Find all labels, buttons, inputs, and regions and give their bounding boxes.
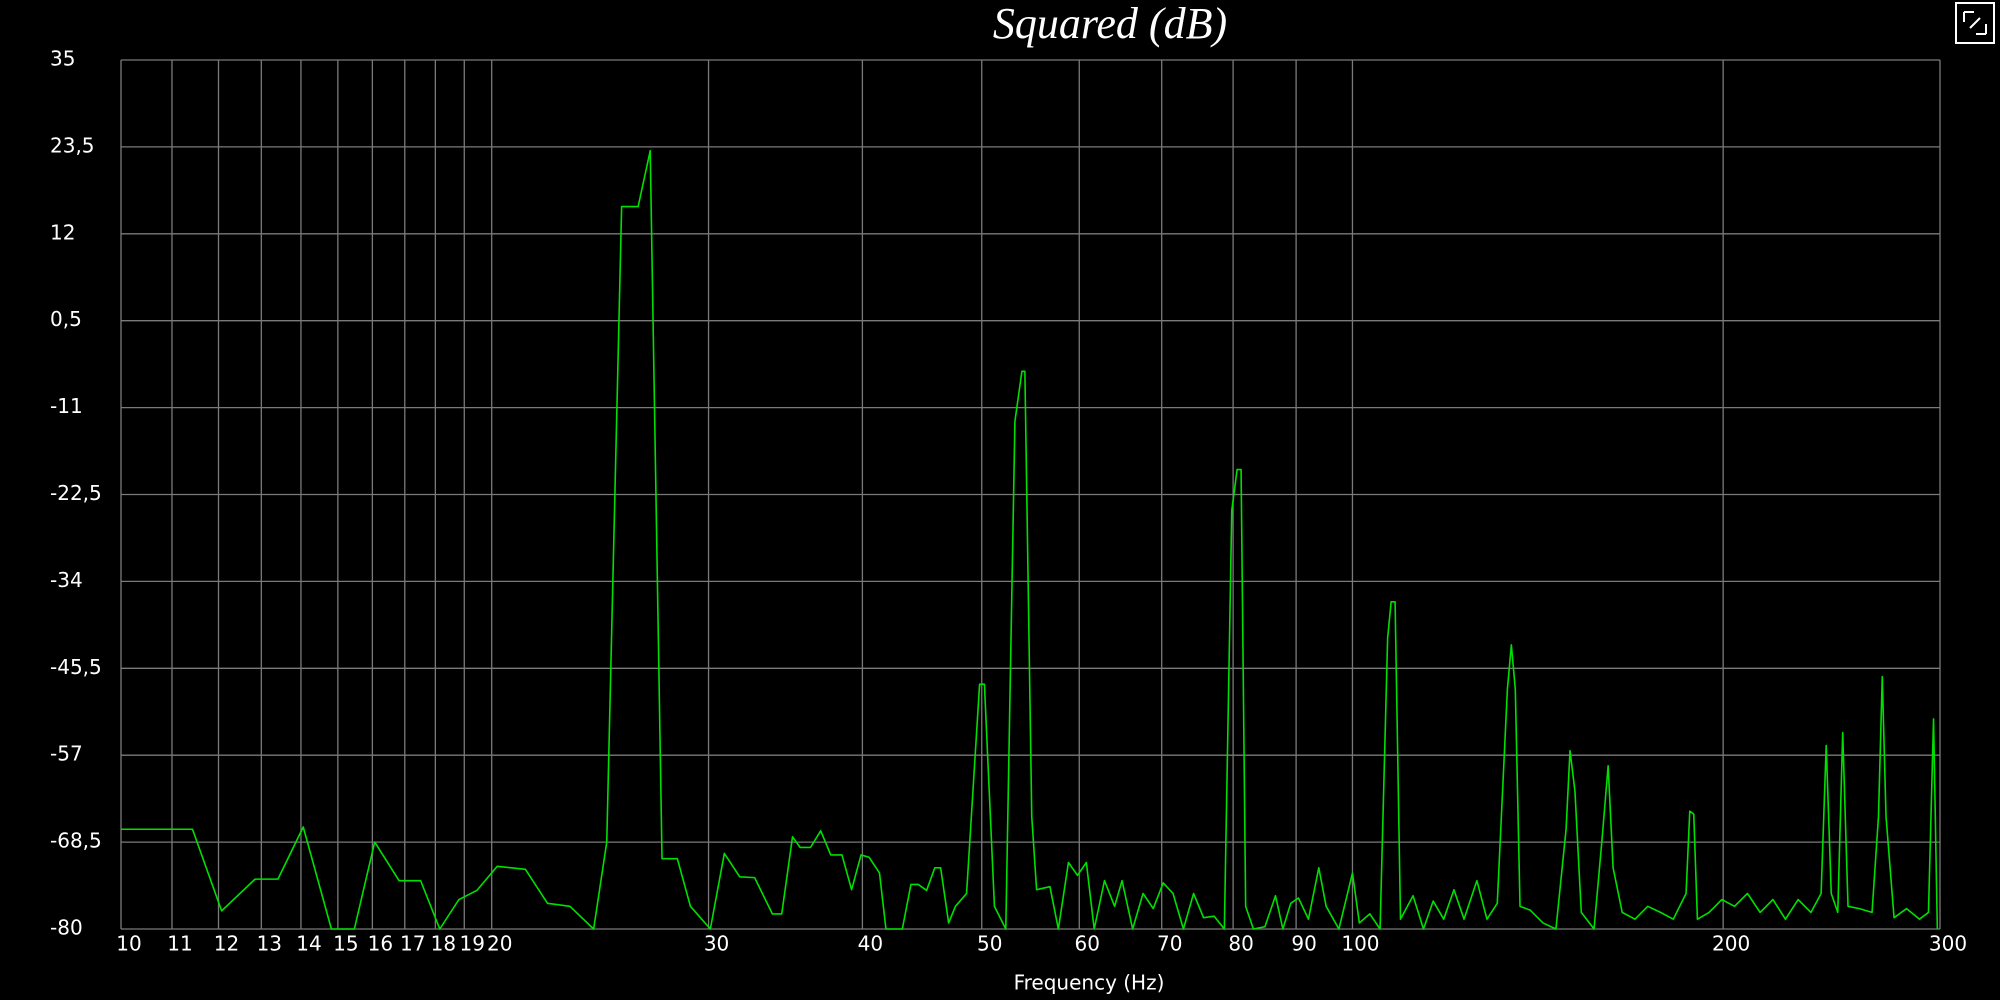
chart-title: Squared (dB) xyxy=(993,0,1227,48)
x-tick-label: 18 xyxy=(431,932,456,956)
x-tick-label: 19 xyxy=(460,932,485,956)
x-tick-label: 15 xyxy=(333,932,358,956)
x-tick-label: 300 xyxy=(1929,932,1967,956)
x-tick-label: 11 xyxy=(167,932,192,956)
x-tick-label: 50 xyxy=(977,932,1002,956)
x-tick-label: 13 xyxy=(257,932,282,956)
x-tick-label: 12 xyxy=(214,932,239,956)
y-tick-label: -34 xyxy=(50,568,83,592)
y-tick-label: -80 xyxy=(50,916,83,940)
icon-frame xyxy=(1955,2,1995,44)
x-tick-label: 16 xyxy=(368,932,393,956)
y-tick-label: 12 xyxy=(50,220,75,244)
spectrum-line xyxy=(121,149,1939,930)
y-tick-label: -22,5 xyxy=(50,481,102,505)
x-tick-label: 40 xyxy=(858,932,883,956)
maximize-icon[interactable] xyxy=(1955,2,1995,44)
x-tick-label: 20 xyxy=(487,932,512,956)
y-tick-label: -11 xyxy=(50,394,83,418)
x-tick-label: 60 xyxy=(1075,932,1100,956)
y-tick-label: 23,5 xyxy=(50,133,95,157)
x-tick-label: 90 xyxy=(1291,932,1316,956)
y-tick-label: -68,5 xyxy=(50,829,102,853)
x-tick-label: 10 xyxy=(116,932,141,956)
y-tick-label: 0,5 xyxy=(50,307,82,331)
x-tick-label: 17 xyxy=(400,932,425,956)
x-tick-label: 100 xyxy=(1341,932,1379,956)
y-tick-label: -45,5 xyxy=(50,655,102,679)
y-tick-label: 35 xyxy=(50,47,75,71)
x-tick-label: 30 xyxy=(704,932,729,956)
icon-glyph xyxy=(1963,11,1987,35)
x-tick-label: 80 xyxy=(1228,932,1253,956)
x-tick-label: 14 xyxy=(296,932,321,956)
x-tick-label: 200 xyxy=(1712,932,1750,956)
y-tick-label: -57 xyxy=(50,742,83,766)
x-axis-label: Frequency (Hz) xyxy=(1014,971,1165,995)
x-tick-label: 70 xyxy=(1157,932,1182,956)
